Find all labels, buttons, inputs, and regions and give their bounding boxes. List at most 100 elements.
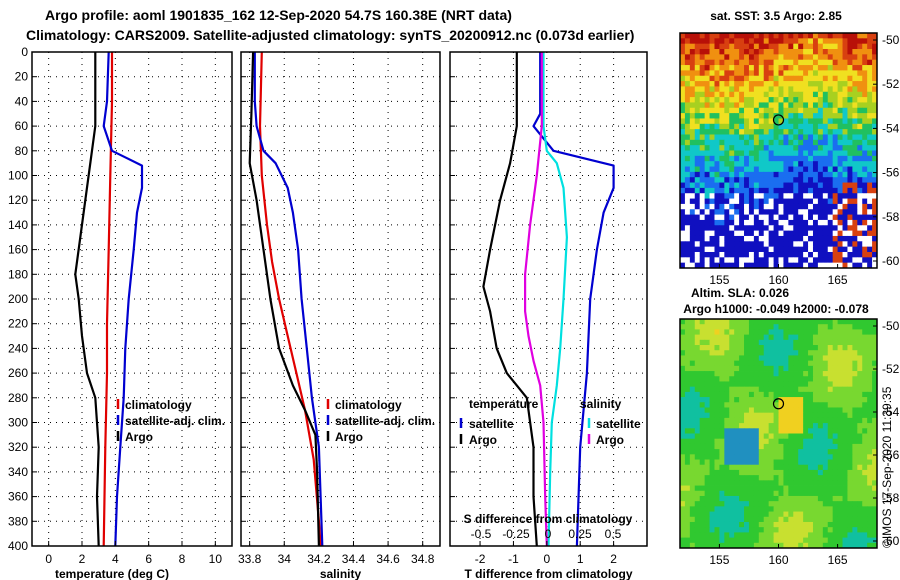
map-cell bbox=[744, 65, 750, 71]
map-cell bbox=[832, 219, 838, 226]
map-cell bbox=[798, 182, 804, 189]
map-cell bbox=[847, 65, 853, 71]
map-cell bbox=[763, 350, 770, 356]
map-cell bbox=[862, 59, 868, 66]
map-cell bbox=[724, 407, 730, 414]
map-cell bbox=[778, 123, 784, 130]
map-cell bbox=[822, 433, 829, 440]
map-cell bbox=[812, 542, 819, 549]
map-cell bbox=[808, 230, 814, 237]
map-cell bbox=[847, 209, 853, 215]
map-cell bbox=[709, 257, 715, 264]
map-cell bbox=[778, 386, 784, 393]
map-cell bbox=[788, 214, 794, 221]
map-cell bbox=[680, 334, 686, 341]
map-cell bbox=[852, 209, 858, 215]
map-cell bbox=[680, 469, 686, 476]
map-cell bbox=[788, 532, 794, 538]
map-cell bbox=[744, 177, 750, 183]
map-cell bbox=[793, 397, 799, 403]
map-cell bbox=[778, 345, 784, 351]
map-cell bbox=[689, 495, 696, 502]
map-y-tick-label: -50 bbox=[882, 33, 900, 47]
map-cell bbox=[822, 123, 829, 130]
map-cell bbox=[827, 407, 834, 414]
series-line-climatology bbox=[258, 51, 322, 547]
map-cell bbox=[803, 262, 809, 269]
map-cell bbox=[704, 262, 710, 269]
map-cell bbox=[739, 214, 745, 221]
map-cell bbox=[709, 81, 715, 87]
map-cell bbox=[714, 65, 720, 71]
map-cell bbox=[763, 469, 770, 476]
map-cell bbox=[827, 402, 834, 408]
map-cell bbox=[714, 365, 720, 372]
map-cell bbox=[847, 123, 853, 130]
map-cell bbox=[758, 118, 765, 125]
map-cell bbox=[753, 113, 760, 119]
map-cell bbox=[842, 355, 848, 362]
map-cell bbox=[763, 177, 770, 183]
map-cell bbox=[822, 49, 829, 55]
map-cell bbox=[783, 214, 789, 221]
map-cell bbox=[744, 38, 750, 45]
map-cell bbox=[684, 155, 691, 162]
map-cell bbox=[788, 485, 794, 492]
map-cell bbox=[837, 532, 843, 538]
map-cell bbox=[689, 423, 696, 429]
map-cell bbox=[680, 532, 686, 538]
map-cell bbox=[768, 527, 774, 533]
map-cell bbox=[734, 177, 740, 183]
map-cell bbox=[719, 118, 725, 125]
map-cell bbox=[857, 469, 863, 476]
map-cell bbox=[753, 365, 760, 372]
map-cell bbox=[704, 490, 710, 497]
map-cell bbox=[862, 480, 868, 486]
map-cell bbox=[719, 129, 725, 135]
map-cell bbox=[709, 490, 715, 497]
map-cell bbox=[768, 187, 774, 194]
map-cell bbox=[827, 75, 834, 82]
map-cell bbox=[793, 464, 799, 471]
map-cell bbox=[812, 171, 819, 178]
map-cell bbox=[842, 65, 848, 71]
map-cell bbox=[719, 391, 725, 398]
map-cell bbox=[699, 70, 706, 77]
map-cell bbox=[842, 161, 848, 167]
map-cell bbox=[719, 187, 725, 194]
map-cell bbox=[709, 355, 715, 362]
map-cell bbox=[729, 86, 735, 93]
map-cell bbox=[827, 118, 834, 125]
map-cell bbox=[827, 203, 834, 210]
map-cell bbox=[842, 521, 848, 528]
map-cell bbox=[724, 537, 730, 544]
map-cell bbox=[704, 371, 710, 377]
map-cell bbox=[758, 459, 765, 466]
map-cell bbox=[798, 230, 804, 237]
map-cell bbox=[847, 521, 853, 528]
map-cell bbox=[808, 542, 814, 549]
map-cell bbox=[852, 438, 858, 445]
map-cell bbox=[724, 230, 730, 237]
map-cell bbox=[847, 251, 853, 258]
map-cell bbox=[689, 257, 696, 264]
map-cell bbox=[872, 381, 878, 388]
map-cell bbox=[778, 537, 784, 544]
map-cell bbox=[689, 339, 696, 346]
map-cell bbox=[808, 219, 814, 226]
map-cell bbox=[842, 386, 848, 393]
map-cell bbox=[768, 475, 774, 481]
map-cell bbox=[852, 171, 858, 178]
map-cell bbox=[803, 214, 809, 221]
map-cell bbox=[689, 54, 696, 61]
map-cell bbox=[768, 397, 774, 403]
map-cell bbox=[857, 537, 863, 544]
map-cell bbox=[852, 246, 858, 253]
map-cell bbox=[822, 412, 829, 419]
map-cell bbox=[872, 428, 878, 434]
map-cell bbox=[817, 209, 824, 215]
map-cell bbox=[857, 118, 863, 125]
map-cell bbox=[867, 209, 873, 215]
map-cell bbox=[729, 251, 735, 258]
map-cell bbox=[798, 490, 804, 497]
